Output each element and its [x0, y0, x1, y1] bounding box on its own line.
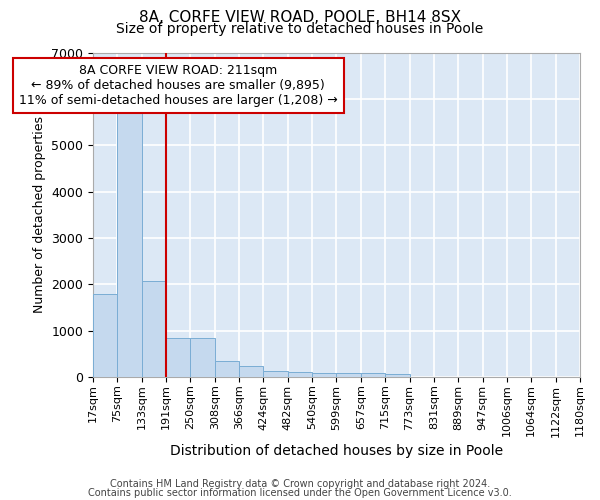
Text: 8A, CORFE VIEW ROAD, POOLE, BH14 8SX: 8A, CORFE VIEW ROAD, POOLE, BH14 8SX — [139, 10, 461, 25]
Text: Contains HM Land Registry data © Crown copyright and database right 2024.: Contains HM Land Registry data © Crown c… — [110, 479, 490, 489]
Y-axis label: Number of detached properties: Number of detached properties — [33, 116, 46, 313]
Text: Contains public sector information licensed under the Open Government Licence v3: Contains public sector information licen… — [88, 488, 512, 498]
Bar — [337, 373, 361, 377]
Bar — [361, 374, 385, 377]
Bar — [263, 371, 288, 377]
Bar — [288, 372, 312, 377]
Bar — [215, 360, 239, 377]
Bar — [142, 282, 166, 377]
Bar — [190, 338, 215, 377]
Bar — [93, 294, 118, 377]
Bar — [385, 374, 410, 377]
Bar — [239, 366, 263, 377]
Bar — [166, 338, 190, 377]
X-axis label: Distribution of detached houses by size in Poole: Distribution of detached houses by size … — [170, 444, 503, 458]
Text: Size of property relative to detached houses in Poole: Size of property relative to detached ho… — [116, 22, 484, 36]
Text: 8A CORFE VIEW ROAD: 211sqm
← 89% of detached houses are smaller (9,895)
11% of s: 8A CORFE VIEW ROAD: 211sqm ← 89% of deta… — [19, 64, 338, 107]
Bar — [312, 373, 337, 377]
Bar — [118, 109, 142, 377]
